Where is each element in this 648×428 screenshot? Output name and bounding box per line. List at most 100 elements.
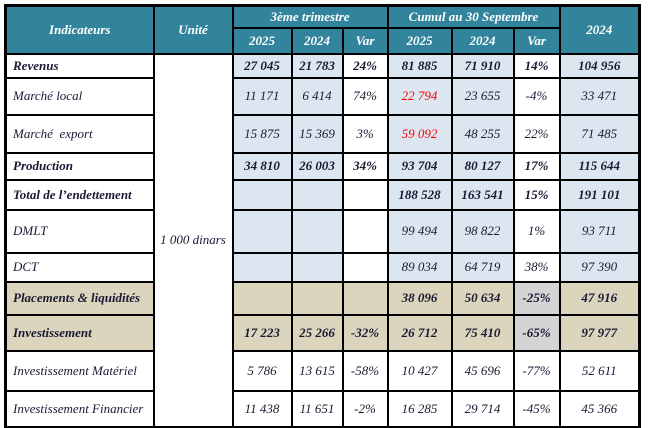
value-cell: 17% [512, 151, 561, 181]
value-cell: 25 266 [290, 313, 344, 352]
table-row: Production 34 810 26 003 34% 93 704 80 127 17%… [4, 151, 641, 181]
value-cell [290, 280, 344, 316]
value-cell [341, 251, 389, 283]
value-cell [231, 280, 293, 316]
col-header-tri-var: Var [341, 26, 389, 55]
value-cell: 11 171 [231, 76, 293, 116]
value-cell: 27 045 [231, 52, 293, 79]
value-cell: -25% [512, 280, 561, 316]
value-cell: 3% [341, 113, 389, 154]
value-cell: 14% [512, 52, 561, 79]
value-cell: 22 794 [386, 76, 453, 116]
value-cell: 89 034 [386, 251, 453, 283]
row-label: Investissement [4, 313, 155, 352]
value-cell: 48 255 [450, 113, 515, 154]
table-row: Total de l’endettement 188 528 163 541 15% 1… [4, 178, 641, 211]
value-cell: -45% [512, 389, 561, 428]
value-cell: 15 369 [290, 113, 344, 154]
value-cell: 98 822 [450, 208, 515, 254]
col-header-cum-2024: 2024 [450, 26, 515, 55]
table-row: DMLT 99 494 98 822 1% 93 711 [4, 208, 641, 254]
row-label: DCT [4, 251, 155, 283]
value-cell: 24% [341, 52, 389, 79]
value-cell: 26 712 [386, 313, 453, 352]
value-cell: 1% [512, 208, 561, 254]
col-group-cumul: Cumul au 30 Septembre [386, 4, 561, 29]
value-cell [231, 208, 293, 254]
table-row: Investissement Financier 11 438 11 651 -2% 1… [4, 389, 641, 428]
value-cell: 6 414 [290, 76, 344, 116]
value-cell: 29 714 [450, 389, 515, 428]
table-body: Revenus 1 000 dinars 27 045 21 783 24% 81 885… [4, 52, 641, 428]
value-cell: 74% [341, 76, 389, 116]
value-cell: 45 366 [558, 389, 641, 428]
col-header-indicateurs: Indicateurs [4, 4, 155, 55]
col-header-cum-var: Var [512, 26, 561, 55]
value-cell: -4% [512, 76, 561, 116]
value-cell: 104 956 [558, 52, 641, 79]
value-cell: 115 644 [558, 151, 641, 181]
value-cell: 23 655 [450, 76, 515, 116]
value-cell: 38 096 [386, 280, 453, 316]
col-group-trimestre: 3ème trimestre [231, 4, 389, 29]
table-header: Indicateurs Unité 3ème trimestre Cumul a… [4, 4, 641, 55]
table-row: Marché local 11 171 6 414 74% 22 794 23 655 -4… [4, 76, 641, 116]
row-label: Revenus [4, 52, 155, 79]
value-cell: 45 696 [450, 349, 515, 392]
value-cell: -65% [512, 313, 561, 352]
table-row: Placements & liquidités 38 096 50 634 -25% 4… [4, 280, 641, 316]
value-cell: 16 285 [386, 389, 453, 428]
value-cell: -32% [341, 313, 389, 352]
row-label: Investissement Matériel [4, 349, 155, 392]
value-cell: 71 485 [558, 113, 641, 154]
value-cell: 191 101 [558, 178, 641, 211]
value-cell: 97 390 [558, 251, 641, 283]
indicators-table: Indicateurs Unité 3ème trimestre Cumul a… [4, 4, 641, 428]
value-cell: 52 611 [558, 349, 641, 392]
value-cell: 59 092 [386, 113, 453, 154]
table-row: Investissement Matériel 5 786 13 615 -58% 10… [4, 349, 641, 392]
value-cell: 99 494 [386, 208, 453, 254]
value-cell: 97 977 [558, 313, 641, 352]
value-cell: 26 003 [290, 151, 344, 181]
table-row: DCT 89 034 64 719 38% 97 390 [4, 251, 641, 283]
value-cell: 163 541 [450, 178, 515, 211]
col-header-cum-2025: 2025 [386, 26, 453, 55]
row-label: Placements & liquidités [4, 280, 155, 316]
value-cell [341, 178, 389, 211]
value-cell: 17 223 [231, 313, 293, 352]
row-label: Total de l’endettement [4, 178, 155, 211]
row-label: Production [4, 151, 155, 181]
value-cell: 13 615 [290, 349, 344, 392]
value-cell: 11 651 [290, 389, 344, 428]
value-cell: 5 786 [231, 349, 293, 392]
value-cell [341, 208, 389, 254]
row-label: Investissement Financier [4, 389, 155, 428]
row-label: Marché export [4, 113, 155, 154]
value-cell: 22% [512, 113, 561, 154]
value-cell: 75 410 [450, 313, 515, 352]
value-cell [341, 280, 389, 316]
value-cell: 34 810 [231, 151, 293, 181]
header-row-years: 2025 2024 Var 2025 2024 Var [6, 26, 640, 55]
col-header-tri-2024: 2024 [290, 26, 344, 55]
value-cell: 80 127 [450, 151, 515, 181]
value-cell [290, 208, 344, 254]
value-cell: 64 719 [450, 251, 515, 283]
value-cell: 34% [341, 151, 389, 181]
table-row: Marché export 15 875 15 369 3% 59 092 48 255 2… [4, 113, 641, 154]
value-cell: 15 875 [231, 113, 293, 154]
row-label: Marché local [4, 76, 155, 116]
value-cell [290, 178, 344, 211]
col-header-unite: Unité [152, 4, 234, 55]
value-cell: 21 783 [290, 52, 344, 79]
value-cell: 11 438 [231, 389, 293, 428]
value-cell: 10 427 [386, 349, 453, 392]
table-row: Revenus 1 000 dinars 27 045 21 783 24% 81 885… [4, 52, 641, 428]
value-cell: 81 885 [386, 52, 453, 79]
value-cell [290, 251, 344, 283]
value-cell: 33 471 [558, 76, 641, 116]
value-cell: 15% [512, 178, 561, 211]
value-cell: 188 528 [386, 178, 453, 211]
value-cell: -2% [341, 389, 389, 428]
